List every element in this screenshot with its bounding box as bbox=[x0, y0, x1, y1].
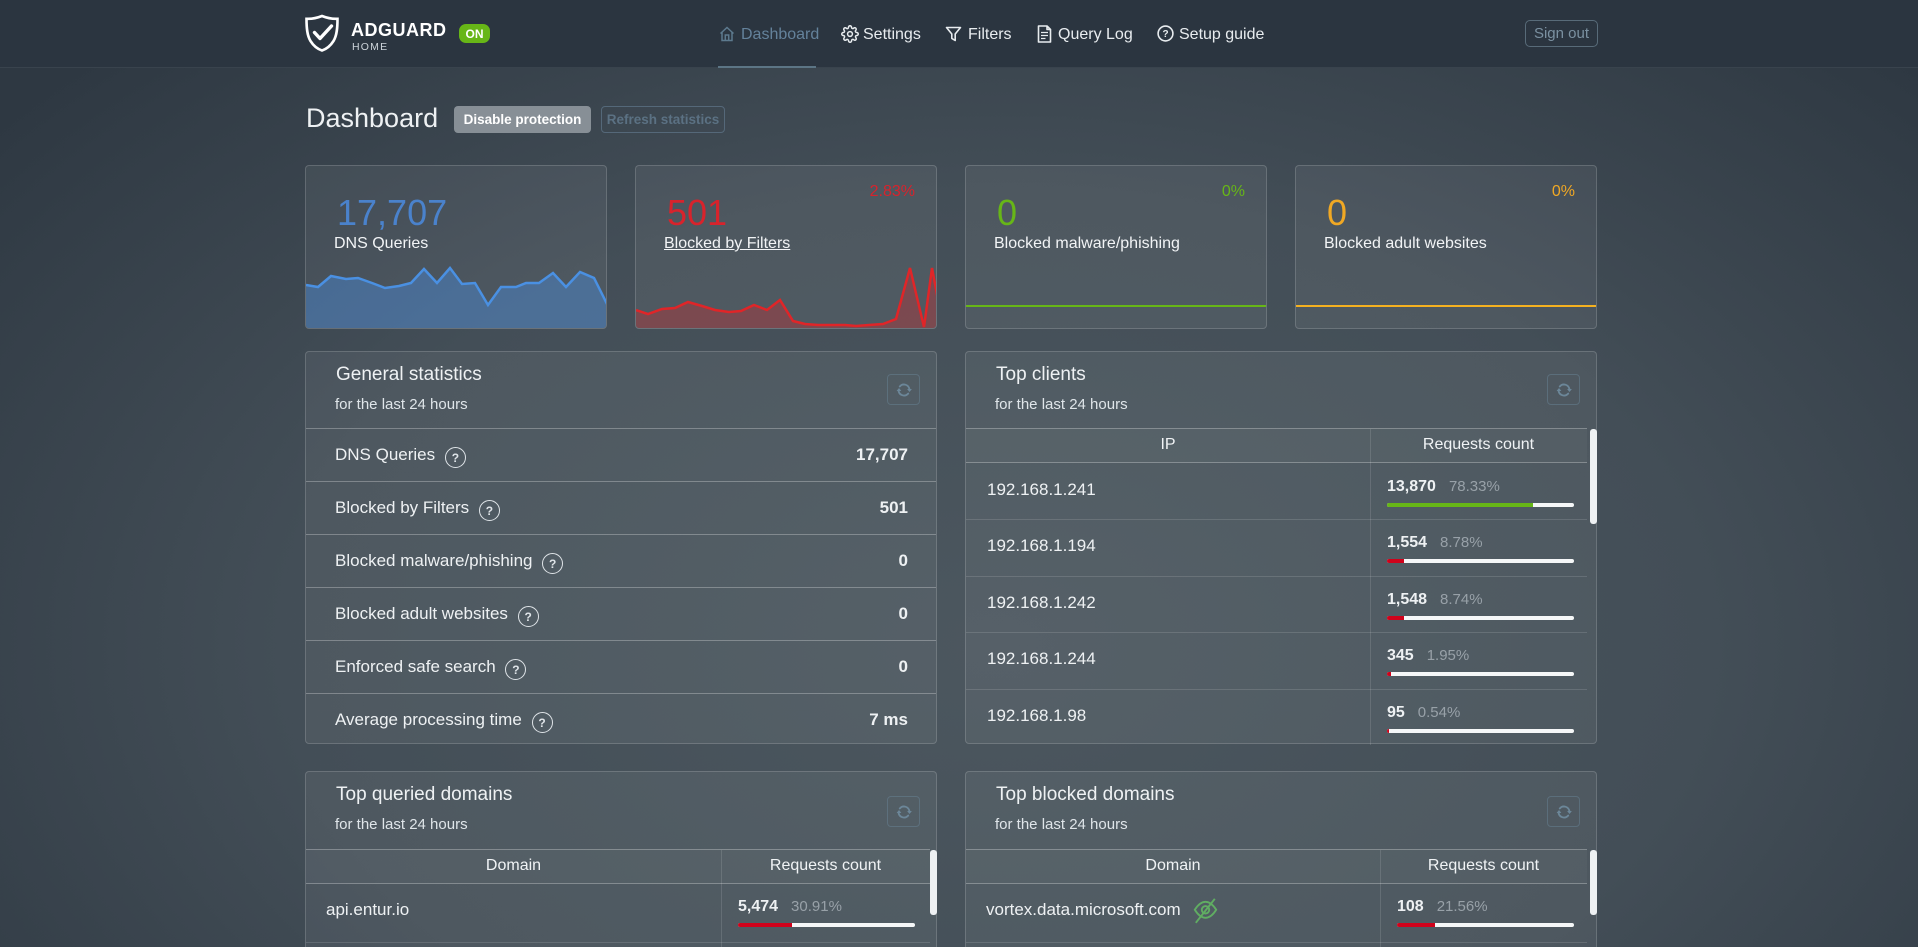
svg-text:?: ? bbox=[1162, 29, 1168, 40]
